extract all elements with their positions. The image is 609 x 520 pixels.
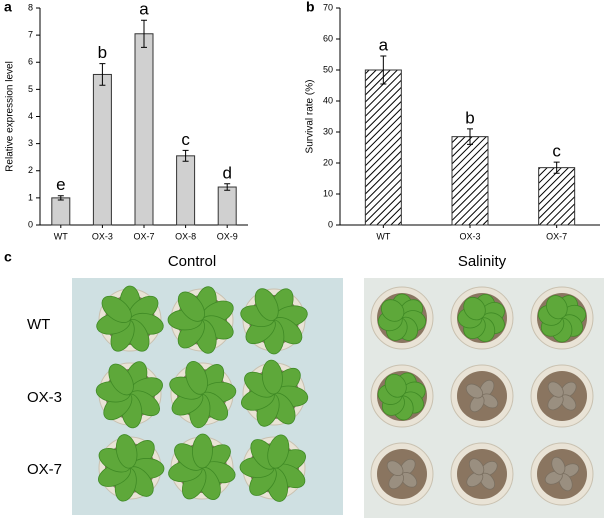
y-tick-label: 6	[28, 57, 33, 67]
error-bar	[99, 63, 106, 86]
y-tick-label: 7	[28, 30, 33, 40]
y-tick-label: 3	[28, 138, 33, 148]
significance-letter: c	[181, 130, 190, 149]
leaf	[463, 296, 486, 321]
panel-label: b	[306, 0, 315, 15]
panel-label: a	[4, 0, 12, 15]
x-tick-label: OX-8	[175, 231, 196, 241]
x-tick-label: OX-9	[217, 231, 238, 241]
leaf	[254, 288, 279, 321]
x-tick-label: WT	[376, 231, 390, 241]
error-bar	[467, 128, 473, 145]
row-label: OX-3	[27, 389, 62, 406]
leaf	[380, 299, 405, 322]
bar	[364, 69, 402, 226]
plants	[95, 285, 594, 506]
error-bar	[57, 195, 64, 201]
bar	[217, 186, 237, 226]
panel-label: c	[4, 249, 12, 265]
leaf	[261, 359, 283, 395]
y-tick-label: 8	[28, 2, 33, 12]
y-tick-label: 1	[28, 192, 33, 202]
leaf	[547, 381, 564, 398]
error-bar	[224, 183, 231, 191]
significance-letter: a	[379, 36, 389, 55]
error-bar	[141, 19, 147, 48]
y-tick-label: 20	[323, 157, 333, 167]
y-axis-label: Relative expression level	[5, 61, 16, 172]
leaf	[101, 295, 132, 323]
bar	[538, 167, 576, 226]
leaf	[267, 434, 290, 469]
leaf	[551, 456, 566, 475]
row-label: WT	[27, 316, 50, 333]
leaf	[468, 458, 485, 476]
leaf	[465, 383, 484, 399]
y-tick-label: 2	[28, 165, 33, 175]
y-tick-label: 5	[28, 84, 33, 94]
x-tick-label: WT	[54, 231, 68, 241]
significance-letter: b	[98, 43, 107, 62]
leaf	[115, 434, 138, 469]
y-tick-label: 0	[28, 219, 33, 229]
y-tick-label: 50	[323, 64, 333, 74]
column-heading: Control	[168, 253, 216, 270]
bar	[51, 197, 71, 226]
significance-letter: e	[56, 175, 65, 194]
y-tick-label: 0	[328, 219, 333, 229]
y-tick-label: 10	[323, 188, 333, 198]
x-tick-label: OX-3	[459, 231, 480, 241]
y-tick-label: 60	[323, 33, 333, 43]
leaf	[384, 373, 407, 398]
significance-letter: b	[465, 108, 474, 127]
y-axis-label: Survival rate (%)	[305, 80, 316, 154]
x-tick-label: OX-7	[546, 231, 567, 241]
error-bar	[553, 161, 560, 174]
leaf	[386, 460, 404, 477]
error-bar	[182, 149, 189, 162]
x-tick-label: OX-3	[92, 231, 113, 241]
significance-letter: d	[222, 163, 231, 182]
bar	[134, 33, 154, 226]
column-heading: Salinity	[458, 253, 507, 270]
leaf	[108, 363, 134, 396]
leaf	[192, 433, 213, 469]
significance-letter: a	[139, 0, 149, 19]
error-bar	[380, 55, 387, 85]
x-tick-label: OX-7	[133, 231, 154, 241]
leaf	[177, 291, 205, 322]
y-tick-label: 4	[28, 111, 33, 121]
leaf	[546, 295, 568, 320]
significance-letter: c	[552, 142, 561, 161]
y-tick-label: 70	[323, 2, 333, 12]
leaf	[185, 361, 208, 395]
y-tick-label: 30	[323, 126, 333, 136]
bar	[451, 136, 489, 226]
bar	[92, 73, 112, 226]
row-label: OX-7	[27, 461, 62, 478]
bar	[176, 155, 196, 226]
y-tick-label: 40	[323, 95, 333, 105]
